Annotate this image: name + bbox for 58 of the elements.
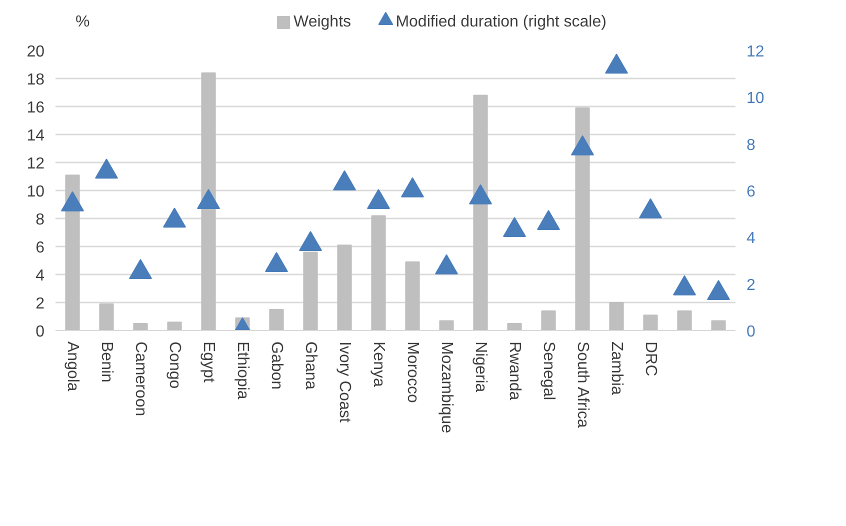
bar: [405, 261, 420, 330]
bar: [643, 314, 658, 330]
bar: [371, 215, 386, 330]
x-tick-label: Rwanda: [506, 342, 523, 400]
x-tick-label: Morocco: [404, 342, 421, 403]
y-tick-label: 20: [26, 44, 45, 60]
y2-tick-label: 8: [746, 136, 756, 154]
y-axis-title: %: [76, 14, 90, 30]
y-tick-label: 10: [26, 184, 45, 200]
bar: [167, 322, 182, 330]
bar: [99, 303, 114, 330]
x-tick-label: South Africa: [574, 342, 591, 428]
y2-tick-label: 10: [746, 90, 764, 108]
y-tick-label: 4: [36, 268, 45, 284]
x-tick-label: Nigeria: [472, 342, 489, 392]
x-tick-label: Ethiopia: [234, 342, 251, 400]
y2-tick-label: 6: [746, 184, 756, 200]
x-tick-label: Zambia: [608, 342, 625, 395]
y-tick-label: 16: [26, 100, 45, 116]
bar: [337, 244, 352, 330]
bar: [541, 310, 556, 330]
x-tick-label: Ivory Coast: [336, 342, 353, 423]
y-tick-label: 2: [36, 296, 45, 312]
y2-tick-label: 4: [746, 230, 756, 248]
y2-tick-label: 12: [746, 44, 764, 60]
x-tick-label: Benin: [98, 342, 115, 382]
bar: [269, 309, 284, 330]
bar: [575, 107, 590, 330]
x-tick-label: DRC: [642, 342, 659, 376]
y2-tick-label: 2: [746, 276, 756, 294]
bar: [473, 94, 488, 330]
bar: [303, 252, 318, 330]
bar: [201, 72, 216, 330]
x-tick-label: Angola: [64, 342, 81, 392]
bar: [609, 302, 624, 330]
bar: [65, 174, 80, 330]
x-tick-label: Egypt: [200, 342, 217, 383]
y2-tick-label: 0: [746, 324, 756, 340]
x-tick-label: Cameroon: [132, 342, 149, 416]
y-tick-label: 0: [36, 324, 45, 340]
x-tick-label: Ghana: [302, 342, 319, 390]
x-tick-label: Kenya: [370, 342, 387, 387]
x-tick-label: Gabon: [268, 342, 285, 390]
bar: [439, 320, 454, 330]
y-tick-label: 18: [26, 72, 45, 88]
y-tick-label: 12: [26, 156, 45, 172]
x-tick-label: Congo: [166, 342, 183, 389]
legend-label: Modified duration (right scale): [396, 14, 606, 30]
y-tick-label: 8: [36, 212, 45, 228]
bar: [711, 320, 726, 330]
x-tick-label: Senegal: [540, 342, 557, 400]
bar: [133, 323, 148, 330]
bar: [677, 310, 692, 330]
y-tick-label: 6: [36, 240, 45, 256]
x-tick-label: Mozambique: [438, 342, 455, 434]
y-tick-label: 14: [26, 128, 45, 144]
legend-label: Weights: [294, 14, 352, 30]
bar: [507, 323, 522, 330]
